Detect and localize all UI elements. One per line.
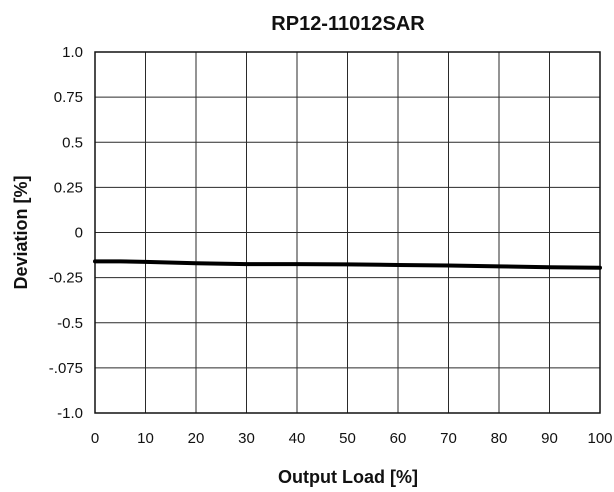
series-layer [93,259,602,270]
y-tick-label: 1.0 [62,44,83,61]
y-tick-label: 0.25 [54,179,83,196]
x-tick-label: 0 [91,430,99,447]
x-tick-label: 60 [390,430,407,447]
y-tick-label: -0.25 [49,270,83,287]
y-tick-label: -1.0 [57,405,83,422]
tick-labels: 0 10 20 30 40 50 60 70 80 90 100 1.0 0.75 0.5 0.25 0 -0.… [49,44,613,447]
x-tick-label: 40 [289,430,306,447]
y-tick-label: 0.5 [62,134,83,151]
y-tick-label: -0.5 [57,315,83,332]
y-axis-label: Deviation [%] [11,175,31,289]
y-tick-label: -.075 [49,360,83,377]
y-tick-label: 0.75 [54,89,83,106]
x-tick-label: 50 [339,430,356,447]
x-tick-label: 20 [188,430,205,447]
x-tick-label: 100 [587,430,612,447]
y-tick-label: 0 [75,225,83,242]
plot-frame [94,51,601,414]
series-line [93,259,602,270]
x-tick-label: 70 [440,430,457,447]
grid [94,51,601,414]
x-tick-label: 30 [238,430,255,447]
x-tick-label: 10 [137,430,154,447]
x-axis-label: Output Load [%] [278,467,418,487]
chart-title: RP12-11012SAR [271,13,425,35]
x-tick-label: 90 [541,430,558,447]
x-tick-label: 80 [491,430,508,447]
